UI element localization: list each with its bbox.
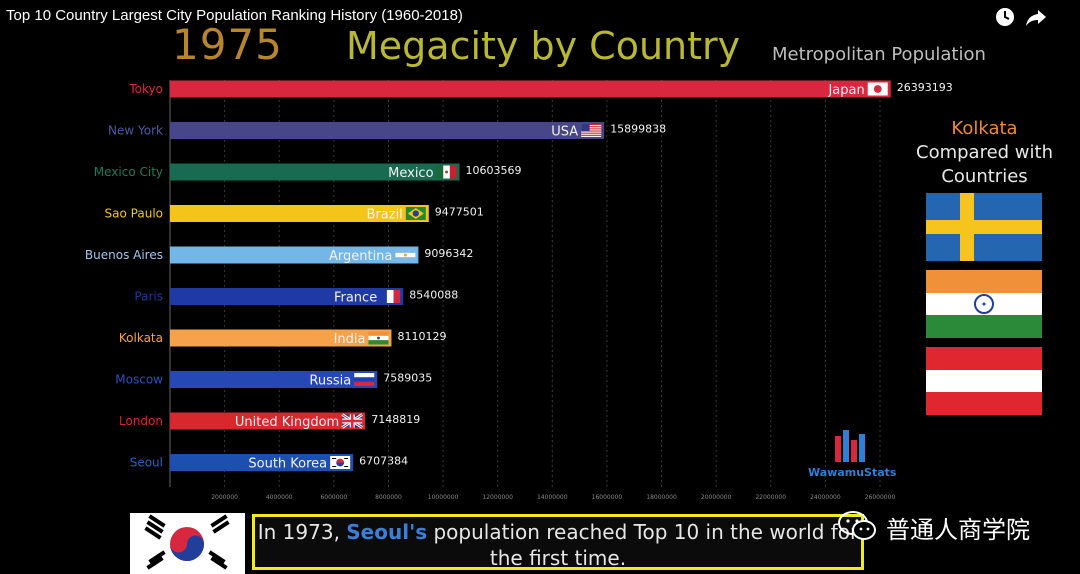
value-label: 26393193	[897, 81, 953, 94]
bar-sao-paulo	[170, 205, 429, 222]
watermark-text: 普通人商学院	[886, 516, 1030, 544]
country-label: South Korea	[248, 457, 327, 472]
x-tick-label: 18000000	[646, 494, 677, 500]
bar-buenos-aires	[170, 246, 419, 264]
bar-chart: 2000000 4000000 6000000 8000000 10000000 1200…	[85, 80, 953, 500]
argentina-flag-icon	[395, 248, 416, 262]
x-tick-label: 8000000	[375, 494, 402, 500]
country-label: Russia	[309, 374, 351, 389]
south-korea-flag	[130, 513, 245, 574]
value-label: 15899838	[610, 123, 666, 136]
value-label: 7589035	[383, 372, 432, 385]
video-title[interactable]: Top 10 Country Largest City Population R…	[6, 7, 463, 24]
value-label: 8110129	[397, 330, 446, 343]
japan-flag-icon	[867, 82, 888, 96]
city-label: Buenos Aires	[85, 248, 163, 262]
city-label: Tokyo	[128, 82, 163, 96]
russia-flag-icon	[354, 373, 375, 386]
x-tick-label: 24000000	[810, 494, 841, 500]
x-tick-label: 14000000	[537, 494, 568, 500]
x-tick-label: 26000000	[865, 494, 896, 500]
bar-london	[170, 412, 366, 430]
x-tick-label: 22000000	[755, 494, 786, 500]
caption-part1: In 1973,	[257, 520, 347, 544]
clock-icon[interactable]	[994, 6, 1016, 28]
bar-mexico-city	[170, 163, 460, 181]
city-label: New York	[108, 124, 163, 138]
x-tick-label: 2000000	[211, 494, 238, 500]
compared-text: Compared with Countries	[912, 141, 1057, 189]
caption-part2: population reached Top 10 in the world f…	[427, 520, 859, 570]
country-label: India	[334, 332, 366, 347]
city-label: Mexico City	[94, 165, 163, 179]
city-label: Moscow	[115, 373, 163, 387]
country-label: Japan	[827, 83, 864, 98]
country-label: Brazil	[367, 208, 403, 223]
mexico-flag-icon	[436, 165, 457, 179]
country-label: Argentina	[329, 249, 392, 264]
x-tick-label: 16000000	[592, 494, 623, 500]
compared-city: Kolkata	[951, 118, 1018, 139]
bar-kolkata	[170, 329, 392, 347]
brazil-flag-icon	[405, 207, 426, 220]
chart-subtitle: Metropolitan Population	[772, 44, 986, 65]
video-top-bar: Top 10 Country Largest City Population R…	[0, 0, 1080, 34]
austria-flag	[926, 347, 1042, 415]
x-tick-label: 12000000	[482, 494, 513, 500]
korea-flag-icon	[330, 456, 351, 469]
city-label: Paris	[134, 290, 163, 304]
city-label: Sao Paulo	[105, 207, 163, 221]
value-label: 9477501	[435, 206, 484, 219]
usa-flag-icon	[581, 124, 602, 137]
city-label: London	[119, 414, 163, 428]
value-label: 10603569	[466, 164, 522, 177]
compared-text-line1: Compared with	[916, 142, 1053, 163]
value-label: 8540088	[409, 289, 458, 302]
x-tick-label: 4000000	[266, 494, 293, 500]
year-label: 1975	[172, 20, 283, 69]
uk-flag-icon	[341, 413, 364, 429]
chart-title: Megacity by Country	[346, 24, 741, 68]
france-flag-icon	[380, 290, 401, 303]
wechat-icon	[838, 511, 876, 540]
bar-seoul	[170, 454, 354, 471]
value-label: 9096342	[424, 247, 473, 260]
value-label: 6707384	[359, 455, 408, 468]
city-label: Seoul	[130, 456, 163, 470]
caption-box: In 1973, Seoul's population reached Top …	[252, 514, 864, 570]
bar-moscow	[170, 371, 378, 388]
share-icon[interactable]	[1025, 6, 1047, 28]
x-tick-label: 10000000	[428, 494, 459, 500]
india-flag	[926, 270, 1042, 338]
x-tick-label: 20000000	[701, 494, 732, 500]
caption-highlight: Seoul's	[346, 520, 428, 544]
city-label: Kolkata	[119, 331, 163, 345]
value-label: 7148819	[371, 413, 420, 426]
logo-text: WawamuStats	[808, 466, 897, 479]
country-label: Mexico	[388, 166, 433, 181]
country-label: France	[334, 291, 377, 306]
sweden-flag	[926, 193, 1042, 261]
bar-new-york	[170, 122, 605, 139]
compared-text-line2: Countries	[941, 166, 1028, 187]
india-flag-icon	[368, 331, 389, 345]
bar-tokyo	[170, 80, 891, 98]
country-label: USA	[551, 125, 578, 140]
country-label: United Kingdom	[235, 415, 339, 430]
x-tick-label: 6000000	[320, 494, 347, 500]
bar-paris	[170, 288, 404, 305]
wawamustats-logo-icon	[835, 430, 865, 462]
